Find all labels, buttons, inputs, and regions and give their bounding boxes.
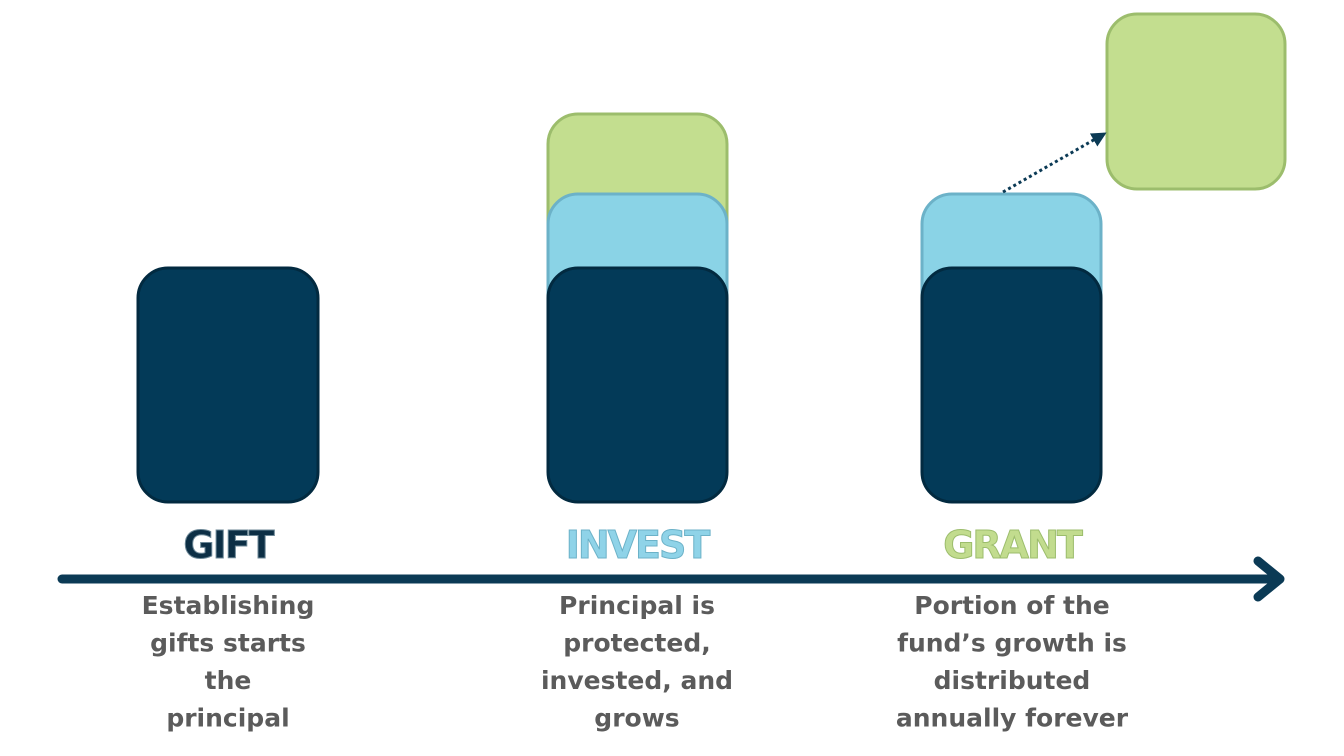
description-line: distributed [934, 666, 1091, 695]
description-line: invested, and [541, 666, 733, 695]
description-line: Establishing [142, 591, 315, 620]
description-line: principal [166, 704, 289, 733]
descriptions: Establishing gifts starts the principal Prin… [142, 591, 1129, 733]
description-line: Principal is [559, 591, 715, 620]
principal-block [546, 266, 729, 504]
stage-label: GIFT [183, 523, 274, 567]
description-line: protected, [563, 629, 710, 658]
description-line: annually forever [896, 704, 1129, 733]
principal-block [920, 266, 1103, 504]
principal-block [136, 266, 320, 504]
distribution-arrow [1002, 132, 1107, 194]
description-line: gifts starts [150, 629, 306, 658]
description-line: grows [594, 704, 679, 733]
timeline-arrowhead [1253, 556, 1285, 602]
grant-block [1105, 12, 1287, 191]
stage-label: GRANT [943, 523, 1083, 567]
description-line: fund’s growth is [897, 629, 1127, 658]
description-line: the [205, 666, 252, 695]
stage-label: INVEST [566, 523, 711, 567]
description-line: Portion of the [914, 591, 1109, 620]
